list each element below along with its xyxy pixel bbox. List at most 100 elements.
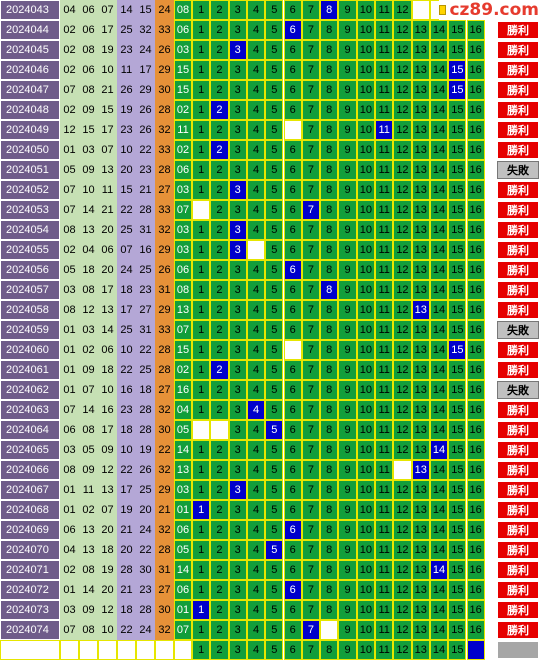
trend-cell-hit: 7 — [301, 200, 321, 220]
trend-cell: 10 — [356, 240, 375, 260]
trend-cell: 11 — [375, 200, 394, 220]
trend-cell-hit: 14 — [429, 440, 449, 460]
draw-number: 19 — [136, 440, 155, 460]
draw-number: 26 — [136, 460, 155, 480]
trend-cell: 8 — [320, 320, 339, 340]
trend-cell: 8 — [320, 480, 339, 500]
draw-number: 14 — [79, 200, 98, 220]
draw-number: 28 — [136, 600, 155, 620]
trend-cell: 8 — [320, 60, 339, 80]
trend-cell: 15 — [448, 360, 467, 380]
result-badge: 勝利 — [497, 341, 539, 359]
draw-number: 06 — [79, 0, 98, 20]
draw-number: 10 — [79, 180, 98, 200]
trend-cell: 3 — [228, 460, 247, 480]
draw-number: 07 — [60, 200, 79, 220]
trend-cell: 4 — [246, 440, 266, 460]
trend-cell: 5 — [265, 340, 284, 360]
special-number: 08 — [174, 280, 192, 300]
draw-number: 31 — [155, 560, 174, 580]
trend-cell: 5 — [265, 40, 284, 60]
trend-cell: 2 — [210, 440, 229, 460]
draw-number: 25 — [117, 20, 136, 40]
trend-cell: 14 — [429, 300, 449, 320]
trend-cell: 13 — [411, 620, 430, 640]
draw-number: 28 — [136, 420, 155, 440]
trend-cell-hit: 1 — [192, 500, 211, 520]
trend-cell: 6 — [283, 440, 302, 460]
trend-cell: 4 — [246, 280, 266, 300]
trend-cell: 8 — [320, 520, 339, 540]
trend-cell: 8 — [320, 360, 339, 380]
draw-number: 26 — [155, 40, 174, 60]
trend-cell: 5 — [265, 400, 284, 420]
trend-cell: 13 — [411, 80, 430, 100]
result-badge: 勝利 — [497, 621, 539, 639]
trend-cell-hit: 8 — [320, 0, 339, 20]
trend-cell: 12 — [393, 180, 412, 200]
draw-number: 24 — [136, 40, 155, 60]
trend-cell-empty — [192, 200, 211, 220]
trend-cell: 16 — [466, 320, 485, 340]
draw-number: 01 — [60, 500, 79, 520]
trend-cell: 2 — [210, 640, 229, 660]
draw-number: 20 — [98, 220, 117, 240]
trend-cell: 14 — [429, 640, 449, 660]
trend-cell: 15 — [448, 460, 467, 480]
draw-number — [136, 640, 155, 660]
draw-number: 09 — [79, 600, 98, 620]
trend-cell-empty — [210, 420, 229, 440]
trend-cell: 11 — [375, 380, 394, 400]
trend-cell: 16 — [466, 80, 485, 100]
trend-cell-hit: 15 — [448, 340, 467, 360]
trend-cell: 1 — [192, 80, 211, 100]
trend-cell: 13 — [411, 160, 430, 180]
trend-cell-hit: 7 — [301, 620, 321, 640]
trend-cell: 2 — [210, 340, 229, 360]
trend-cell: 13 — [411, 500, 430, 520]
draw-number: 32 — [155, 220, 174, 240]
draw-number: 01 — [60, 480, 79, 500]
trend-cell: 2 — [210, 500, 229, 520]
issue-number: 2024073 — [0, 600, 60, 620]
trend-cell: 11 — [375, 280, 394, 300]
trend-cell: 16 — [466, 480, 485, 500]
special-number: 01 — [174, 600, 192, 620]
draw-number: 18 — [98, 360, 117, 380]
draw-number: 08 — [60, 300, 79, 320]
draw-number: 02 — [60, 40, 79, 60]
draw-number: 06 — [60, 420, 79, 440]
trend-cell: 6 — [283, 240, 302, 260]
trend-cell: 9 — [338, 100, 357, 120]
issue-number: 2024074 — [0, 620, 60, 640]
special-number: 01 — [174, 500, 192, 520]
trend-cell: 1 — [192, 460, 211, 480]
draw-number: 03 — [79, 320, 98, 340]
draw-number: 28 — [155, 340, 174, 360]
site-logo[interactable]: cz89.com — [439, 0, 539, 20]
trend-cell: 14 — [429, 520, 449, 540]
issue-number: 2024047 — [0, 80, 60, 100]
draw-number: 29 — [155, 240, 174, 260]
draw-number: 26 — [117, 80, 136, 100]
draw-number: 33 — [155, 20, 174, 40]
trend-cell-hit — [466, 640, 485, 660]
draw-number: 26 — [136, 120, 155, 140]
trend-cell: 7 — [301, 160, 321, 180]
draw-number: 01 — [60, 360, 79, 380]
trend-cell: 1 — [192, 560, 211, 580]
trend-cell: 15 — [448, 40, 467, 60]
draw-number: 07 — [60, 620, 79, 640]
trend-cell: 13 — [411, 340, 430, 360]
trend-cell: 9 — [338, 640, 357, 660]
trend-cell: 8 — [320, 580, 339, 600]
trend-cell: 12 — [393, 480, 412, 500]
draw-number: 12 — [79, 300, 98, 320]
draw-number: 01 — [60, 580, 79, 600]
trend-cell: 16 — [466, 340, 485, 360]
trend-cell-hit: 5 — [265, 420, 284, 440]
trend-cell-hit: 8 — [320, 280, 339, 300]
result-badge: 勝利 — [497, 61, 539, 79]
special-number: 14 — [174, 440, 192, 460]
trend-cell: 14 — [429, 200, 449, 220]
